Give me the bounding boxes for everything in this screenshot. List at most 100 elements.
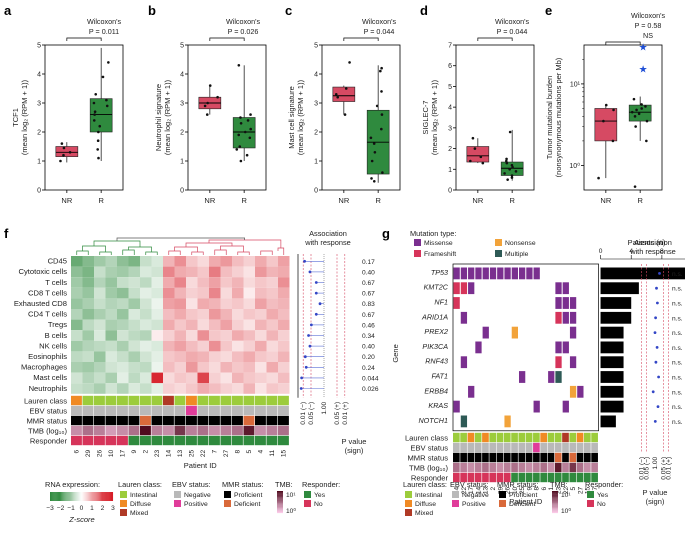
heatmap-annot-cell-tmb bbox=[105, 425, 117, 436]
patients-bar bbox=[600, 267, 685, 280]
heatmap-annot-cell-lauren bbox=[266, 395, 278, 406]
point-a-R bbox=[105, 98, 108, 102]
plot-frame-b bbox=[187, 44, 267, 191]
heatmap-cell bbox=[243, 298, 255, 309]
heatmap-annot-cell-tmb bbox=[94, 425, 105, 436]
x-tick-label-b: R bbox=[241, 196, 247, 205]
y-axis-label-e: Tumor mutational burden bbox=[545, 76, 554, 160]
point-a-R bbox=[92, 119, 96, 122]
rna-colorbar-step bbox=[85, 492, 87, 501]
patients-bar bbox=[600, 400, 624, 413]
y-axis-label-d: (mean log₂ (RPM + 1)) bbox=[430, 79, 439, 155]
heatmap-annot-cell-ebv bbox=[82, 405, 94, 416]
rna-colorbar-step bbox=[108, 492, 110, 501]
dendro-branch bbox=[208, 239, 282, 248]
point-b-R bbox=[249, 127, 253, 131]
f-tmb-legend-title: TMB: bbox=[275, 480, 293, 489]
point-a-R bbox=[105, 104, 109, 108]
oncoprint-patient-id: 15 bbox=[585, 486, 592, 494]
oncoprint-annot-cell-lauren bbox=[540, 432, 548, 443]
heatmap-cell bbox=[209, 298, 221, 309]
oncoprint-patient-id: 22 bbox=[461, 486, 468, 494]
oncoprint-annot-cell-mmr bbox=[453, 452, 460, 463]
heatmap-cell bbox=[71, 256, 83, 267]
heatmap-cell bbox=[117, 298, 129, 309]
assoc-pvalue: 0.34 bbox=[362, 333, 375, 340]
y-tick-label-b: 1 bbox=[180, 159, 184, 166]
heatmap-annot-cell-ebv bbox=[94, 405, 105, 416]
heatmap-annot-cell-responder bbox=[220, 435, 232, 446]
rna-colorbar-step bbox=[110, 492, 112, 501]
y-tick-label-d: 0 bbox=[448, 188, 452, 195]
oncoprint-annot-cell-lauren bbox=[460, 432, 467, 443]
heatmap-annot-cell-mmr bbox=[197, 415, 209, 426]
y-tick-label-d: 3 bbox=[448, 125, 452, 132]
oncoprint-annot-cell-responder bbox=[540, 472, 548, 483]
heatmap-cell bbox=[186, 287, 198, 299]
heatmap-cell bbox=[232, 340, 244, 352]
heatmap-cell bbox=[94, 372, 106, 384]
heatmap-cell bbox=[243, 383, 255, 394]
rna-colorbar-step bbox=[87, 492, 89, 501]
heatmap-cell bbox=[232, 287, 244, 299]
heatmap-row-label: CD45 bbox=[48, 257, 67, 266]
point-e-R bbox=[633, 185, 637, 188]
heatmap-cell bbox=[82, 309, 94, 320]
assoc-point bbox=[300, 376, 304, 380]
oncoprint-gene-label: PIK3CA bbox=[422, 342, 448, 351]
point-b-R bbox=[246, 119, 250, 122]
heatmap-cell bbox=[186, 277, 198, 288]
panel-e-test: Wilcoxon's bbox=[631, 11, 666, 20]
rna-colorbar-tick: −1 bbox=[67, 505, 75, 512]
patients-bar-tick-label: 0 bbox=[599, 248, 603, 255]
point-a-R bbox=[92, 101, 96, 105]
heatmap-cell bbox=[266, 351, 278, 362]
point-c-NR bbox=[344, 87, 348, 90]
heatmap-annot-cell-tmb bbox=[209, 425, 220, 436]
point-e-R bbox=[640, 107, 643, 110]
f-tmb-tick: 10⁰ bbox=[286, 507, 296, 515]
heatmap-cell bbox=[209, 340, 221, 352]
heatmap-cell bbox=[105, 309, 117, 320]
assoc-tick-label-g: 0.05 (−) bbox=[644, 457, 651, 480]
rna-colorbar-step bbox=[51, 492, 53, 501]
assoc-xlabel-g: (sign) bbox=[646, 497, 665, 506]
heatmap-cell bbox=[151, 330, 163, 341]
heatmap-cell bbox=[82, 256, 94, 267]
heatmap-annot-cell-ebv bbox=[128, 405, 140, 416]
heatmap-cell bbox=[140, 309, 152, 320]
heatmap-annot-cell-ebv bbox=[255, 405, 266, 416]
y-tick-label-b: 3 bbox=[180, 101, 184, 108]
heatmap-cell bbox=[151, 372, 163, 384]
rna-colorbar-step bbox=[89, 492, 91, 501]
g-tmb-step bbox=[552, 499, 558, 501]
oncoprint-annot-cell-tmb bbox=[547, 462, 555, 473]
heatmap-cell bbox=[71, 266, 83, 278]
heatmap-annot-cell-responder bbox=[94, 435, 105, 446]
heatmap-cell bbox=[243, 277, 255, 288]
heatmap-cell bbox=[174, 266, 186, 278]
heatmap-cell bbox=[278, 383, 290, 394]
heatmap-cell bbox=[266, 330, 278, 341]
point-e-NR bbox=[604, 103, 608, 107]
point-e-NR bbox=[597, 176, 600, 180]
point-e-R bbox=[645, 119, 649, 123]
heatmap-row-label: CD4 T cells bbox=[28, 310, 67, 319]
rna-colorbar-tick: −3 bbox=[46, 505, 54, 512]
point-b-R bbox=[243, 130, 247, 134]
f-tmb-tick: 10¹ bbox=[286, 492, 296, 499]
oncoprint-annot-cell-ebv bbox=[518, 442, 526, 453]
panel-c-p: P = 0.044 bbox=[364, 27, 395, 36]
heatmap-cell bbox=[117, 256, 129, 267]
heatmap-cell bbox=[128, 319, 140, 331]
heatmap-cell bbox=[209, 266, 221, 278]
assoc-ns-g: n.s. bbox=[672, 286, 683, 293]
oncoprint-mutation-cell bbox=[569, 356, 577, 369]
oncoprint-patient-id: 22 bbox=[563, 486, 570, 494]
heatmap-cell bbox=[278, 298, 290, 309]
heatmap-cell bbox=[197, 309, 209, 320]
oncoprint-mutation-cell bbox=[555, 311, 562, 324]
oncoprint-mutation-cell bbox=[569, 385, 577, 398]
oncoprint-mutation-cell bbox=[511, 267, 518, 280]
panel-letter-e: e bbox=[545, 3, 552, 18]
